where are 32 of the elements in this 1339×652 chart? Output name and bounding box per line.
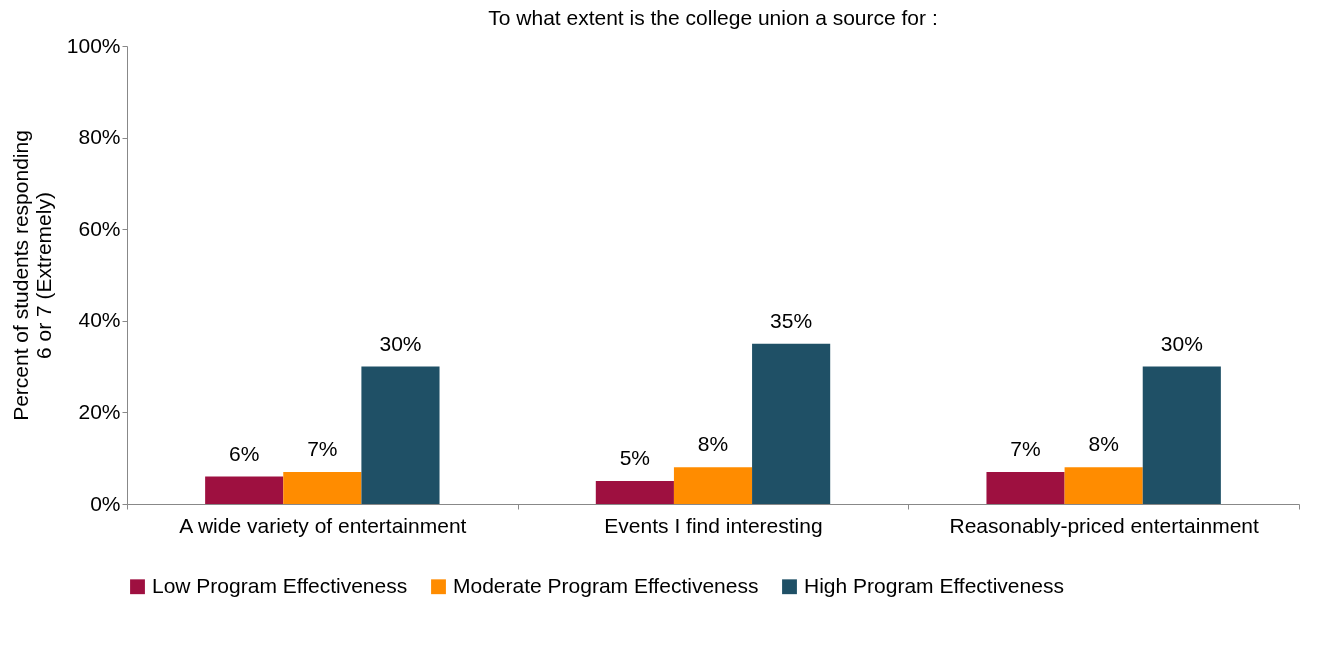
data-label: 30% — [1160, 331, 1203, 355]
data-label: 7% — [307, 436, 338, 460]
data-label: 7% — [1010, 436, 1041, 460]
data-label: 35% — [770, 308, 813, 332]
y-tick-label: 40% — [78, 308, 121, 332]
y-tick-label: 0% — [90, 491, 121, 515]
bar — [205, 476, 284, 504]
bar — [673, 467, 753, 504]
y-axis-title: Percent of students responding 6 or 7 (Extremely) — [8, 130, 55, 421]
bar — [283, 471, 362, 504]
x-tick-label: Events I find interesting — [604, 513, 823, 537]
bar — [1064, 467, 1143, 504]
data-label: 6% — [229, 441, 260, 465]
legend-label: High Program Effectiveness — [804, 573, 1064, 597]
x-tick-label: Reasonably-priced entertainment — [949, 513, 1259, 537]
y-tick-label: 20% — [78, 399, 121, 423]
data-label: 5% — [619, 446, 651, 470]
bar — [361, 366, 440, 504]
bar — [752, 343, 831, 504]
y-tick-label: 80% — [78, 125, 121, 149]
x-tick-label: A wide variety of entertainment — [179, 513, 467, 537]
data-label: 8% — [697, 432, 729, 456]
legend-label: Moderate Program Effectiveness — [453, 573, 759, 597]
bar — [1142, 366, 1221, 504]
data-label: 8% — [1088, 432, 1119, 456]
chart-title: To what extent is the college union a source for : — [488, 6, 938, 29]
y-tick-label: 100% — [66, 33, 121, 57]
bar — [986, 471, 1065, 504]
y-tick-label: 60% — [78, 216, 121, 240]
bar — [595, 481, 674, 504]
legend-label: Low Program Effectiveness — [152, 573, 408, 597]
data-label: 30% — [379, 331, 422, 355]
